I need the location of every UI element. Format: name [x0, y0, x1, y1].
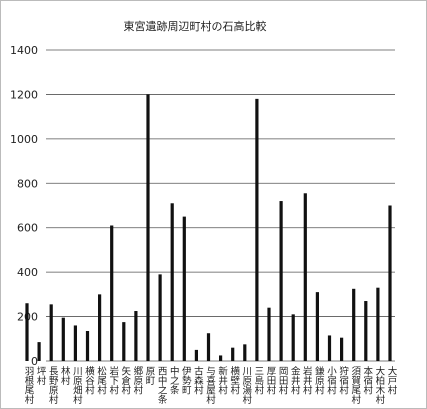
x-tick-label: 金井村	[289, 365, 301, 394]
bar	[182, 216, 186, 361]
bar	[388, 205, 392, 361]
bar	[327, 335, 332, 361]
x-tick-label: 鎌原村	[313, 365, 325, 394]
bar	[122, 322, 126, 361]
x-tick-label: 林村	[59, 365, 71, 385]
bar	[206, 333, 211, 361]
bar	[243, 344, 247, 361]
x-tick-label: 横壁村	[228, 365, 240, 394]
bar	[340, 337, 344, 361]
x-tick-label: 与喜屋村	[204, 366, 216, 404]
x-tick-label: 岩井村	[301, 365, 313, 394]
x-tick-label: 本宿村	[361, 365, 373, 394]
x-tick-label: 郷原村	[131, 366, 143, 395]
x-tick-label: 厚田村	[265, 366, 277, 395]
y-tick-label: 600	[17, 222, 38, 235]
x-tick-label: 長野原村	[47, 366, 59, 404]
x-tick-label: 川原湯村	[240, 366, 252, 404]
x-tick-label: 狩宿村	[337, 365, 349, 394]
x-tick-label: 中之条	[168, 365, 180, 394]
y-tick-label: 400	[17, 266, 38, 279]
x-tick-label: 三島村	[252, 366, 264, 395]
bar	[158, 274, 162, 361]
x-tick-label: 岡田村	[277, 366, 289, 395]
x-tick-label: 須賀尾村	[349, 366, 361, 404]
y-tick-label: 0	[31, 355, 38, 368]
bar	[37, 342, 41, 361]
x-tick-label: 大柏木村	[373, 365, 385, 404]
bar	[85, 331, 90, 361]
bar	[170, 203, 174, 361]
x-tick-label: 伊勢町	[180, 365, 192, 394]
bar	[146, 94, 150, 361]
bar	[49, 304, 53, 361]
bar	[352, 288, 356, 361]
bar	[98, 294, 102, 361]
x-tick-label: 原町	[144, 366, 156, 385]
bar	[25, 303, 29, 361]
bar	[219, 355, 223, 361]
x-tick-label: 横谷村	[83, 365, 95, 394]
bar	[231, 347, 235, 361]
y-tick-label: 800	[17, 177, 38, 190]
bar	[73, 325, 77, 361]
x-tick-label: 羽根尾村	[23, 366, 35, 404]
bar	[291, 314, 295, 361]
bar	[267, 307, 271, 361]
bar	[303, 193, 307, 361]
x-tick-label: 松尾村	[95, 365, 107, 394]
bar	[194, 349, 198, 361]
y-tick-label: 1400	[10, 44, 38, 57]
x-tick-label: 矢倉村	[119, 365, 131, 394]
x-tick-label: 新井村	[216, 365, 228, 394]
bar	[364, 301, 368, 361]
x-tick-label: 小宿村	[325, 366, 337, 395]
bar	[315, 292, 319, 361]
y-tick-label: 1000	[10, 133, 38, 146]
bar	[376, 287, 380, 361]
bar	[61, 317, 65, 361]
x-tick-label: 大戸村	[386, 365, 398, 394]
bar	[255, 98, 259, 361]
bar	[134, 311, 138, 361]
chart-title: 東宮遺跡周辺町村の石高比較	[124, 19, 267, 33]
x-tick-label: 岩下村	[107, 365, 119, 394]
x-tick-label: 古森村	[192, 365, 204, 394]
x-tick-label: 坪村	[35, 365, 47, 385]
x-tick-label: 川原畑村	[71, 366, 83, 404]
bar	[110, 225, 114, 361]
y-tick-label: 1200	[10, 88, 38, 101]
bar	[279, 201, 283, 361]
x-tick-label: 西中之条	[156, 366, 168, 404]
